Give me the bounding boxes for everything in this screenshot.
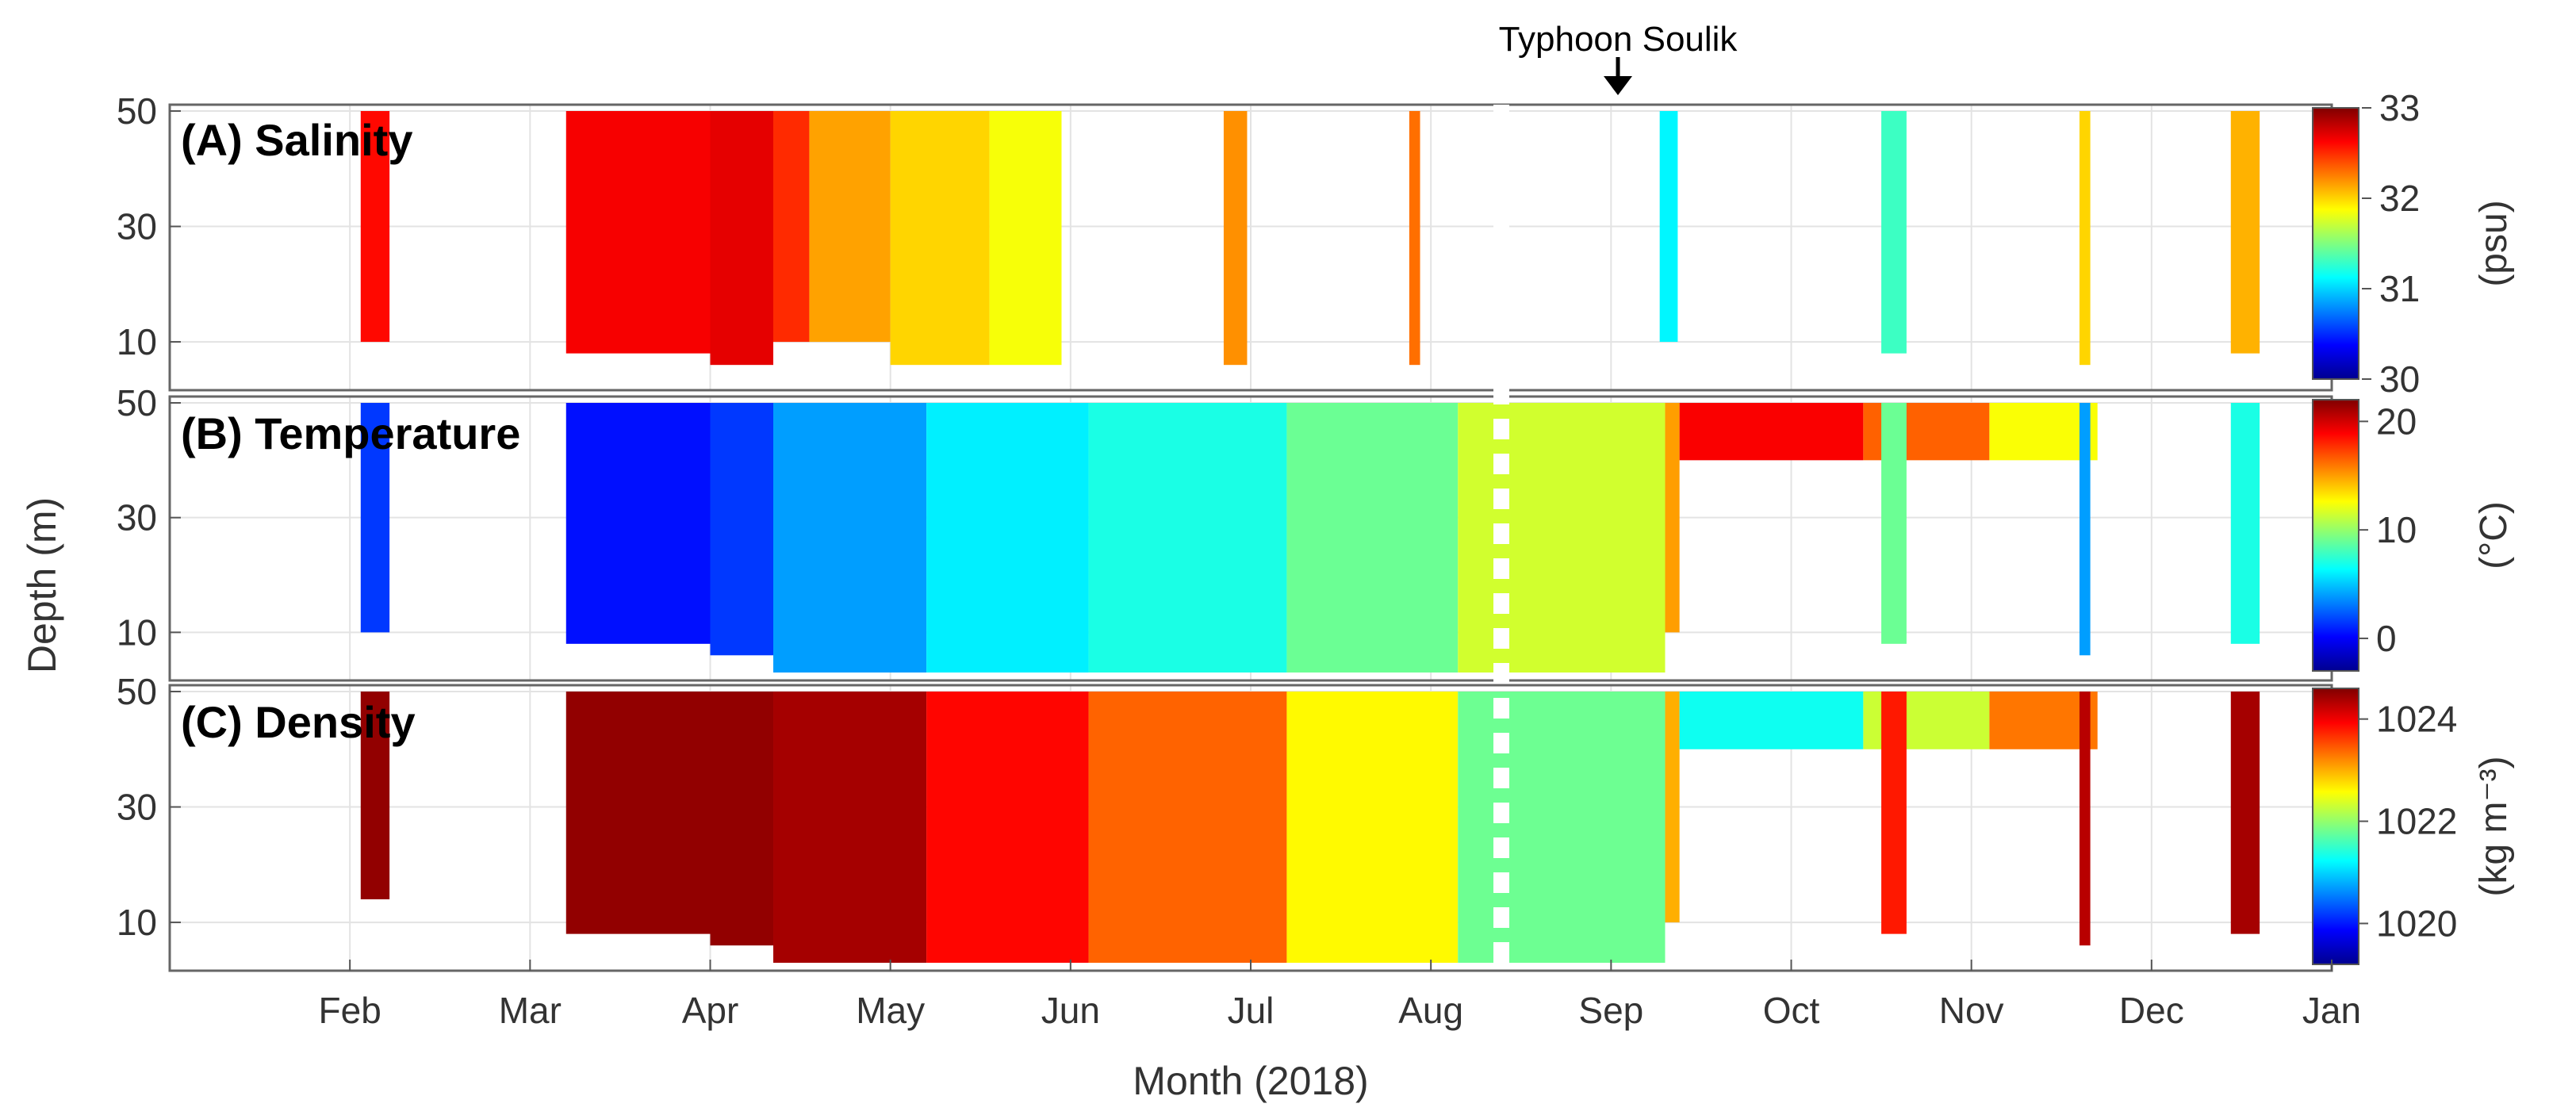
x-axis-label: Month (2018) — [1133, 1059, 1368, 1103]
y-tick-label: 10 — [117, 902, 157, 943]
density-colorbar — [2312, 688, 2359, 965]
x-tick-label: May — [856, 990, 925, 1031]
data-segment — [2230, 111, 2260, 354]
colorbar-tick-label: 0 — [2376, 618, 2397, 659]
data-segment — [1088, 403, 1287, 673]
panel-density-yticks: 10 30 50 — [117, 671, 181, 943]
x-tick-label: Nov — [1939, 990, 2004, 1031]
panel-salinity-yticks: 10 30 50 — [117, 90, 181, 362]
data-segment — [1679, 692, 1864, 749]
colorbar-tick-label: 1020 — [2376, 902, 2457, 944]
x-tick-label: Jul — [1228, 990, 1275, 1031]
data-segment — [565, 111, 711, 354]
x-tick-label: Feb — [319, 990, 381, 1031]
x-tick-label: Jun — [1041, 990, 1100, 1031]
density-colorbar-unit: (kg m⁻³) — [2473, 756, 2515, 896]
x-tick-label: Aug — [1398, 990, 1463, 1031]
panel-salinity-grid — [170, 105, 2332, 390]
data-segment — [926, 403, 1089, 673]
data-segment — [1881, 403, 1907, 644]
data-segment — [890, 111, 990, 366]
data-segment — [1409, 111, 1420, 366]
colorbar-tick-label: 1024 — [2376, 699, 2457, 740]
data-segment — [2079, 403, 2091, 656]
data-segment — [1286, 403, 1459, 673]
temperature-colorbar-ticks: 20 10 0 — [2359, 400, 2417, 659]
data-segment — [710, 692, 774, 946]
data-segment — [1659, 111, 1678, 343]
salinity-colorbar-ticks: 33 32 31 30 — [2362, 87, 2420, 400]
y-tick-label: 50 — [117, 382, 157, 423]
data-segment — [1881, 692, 1907, 934]
data-segment — [2079, 111, 2091, 366]
data-segment — [809, 111, 891, 343]
panel-density: 10 30 50 (C) Density 1024 1022 1020 (kg m⁻³) — [117, 671, 2515, 972]
y-tick-label: 10 — [117, 321, 157, 362]
y-axis-label: Depth (m) — [20, 497, 64, 673]
panel-density-title: (C) Density — [181, 697, 416, 747]
data-segment — [2230, 403, 2260, 644]
data-segment — [1286, 692, 1459, 963]
data-segment — [360, 111, 390, 343]
data-segment — [989, 111, 1062, 366]
x-tick-label: Apr — [682, 990, 739, 1031]
panel-temperature-data — [360, 403, 2260, 673]
data-segment — [1458, 692, 1666, 963]
x-tick-label: Dec — [2119, 990, 2184, 1031]
panel-salinity-title: (A) Salinity — [181, 115, 412, 165]
y-tick-label: 50 — [117, 90, 157, 132]
colorbar-tick-label: 1022 — [2376, 801, 2457, 842]
data-segment — [565, 403, 711, 644]
colorbar-tick-label: 10 — [2376, 509, 2417, 550]
data-segment — [1665, 403, 1680, 633]
x-axis-ticks: Feb Mar Apr May Jun Jul Aug Sep Oct Nov Dec Jan — [319, 960, 2361, 1031]
y-tick-label: 30 — [117, 206, 157, 247]
annotation-arrow — [1604, 57, 1632, 95]
colorbar-tick-label: 20 — [2376, 400, 2417, 442]
data-segment — [1679, 403, 1864, 461]
data-segment — [2230, 692, 2260, 934]
data-segment — [1665, 692, 1680, 923]
y-tick-label: 30 — [117, 787, 157, 828]
x-tick-label: Oct — [1763, 990, 1820, 1031]
data-segment — [1223, 111, 1248, 366]
panel-density-data — [360, 692, 2260, 963]
y-tick-label: 50 — [117, 671, 157, 712]
x-tick-label: Jan — [2302, 990, 2361, 1031]
panel-salinity-data — [360, 111, 2260, 366]
panel-temperature-title: (B) Temperature — [181, 408, 520, 458]
colorbar-tick-label: 31 — [2379, 268, 2420, 309]
panel-temperature-yticks: 10 30 50 — [117, 382, 181, 653]
data-segment — [1881, 111, 1907, 354]
density-colorbar-ticks: 1024 1022 1020 — [2359, 699, 2457, 944]
data-segment — [2079, 692, 2091, 946]
colorbar-tick-label: 30 — [2379, 358, 2420, 400]
annotation-label: Typhoon Soulik — [1499, 20, 1738, 59]
data-segment — [710, 111, 774, 366]
panel-salinity: 10 30 50 (A) Salinity 33 32 31 30 (psu) — [117, 87, 2515, 400]
y-tick-label: 10 — [117, 611, 157, 653]
x-tick-label: Mar — [499, 990, 562, 1031]
data-segment — [926, 692, 1089, 963]
data-segment — [1088, 692, 1287, 963]
data-segment — [565, 692, 711, 934]
data-segment — [360, 403, 390, 633]
x-tick-label: Sep — [1578, 990, 1643, 1031]
data-segment — [773, 111, 810, 343]
colorbar-tick-label: 33 — [2379, 87, 2420, 128]
salinity-colorbar-unit: (psu) — [2473, 200, 2515, 286]
colorbar-tick-label: 32 — [2379, 178, 2420, 219]
temperature-colorbar-unit: (°C) — [2473, 501, 2515, 569]
y-tick-label: 30 — [117, 497, 157, 538]
panel-temperature: 10 30 50 (B) Temperature 20 10 0 (°C) — [117, 382, 2515, 682]
data-segment — [773, 692, 927, 963]
data-segment — [360, 692, 390, 899]
data-segment — [710, 403, 774, 656]
data-segment — [773, 403, 927, 673]
salinity-colorbar — [2312, 107, 2359, 380]
temperature-colorbar — [2312, 399, 2359, 672]
data-segment — [1458, 403, 1666, 673]
